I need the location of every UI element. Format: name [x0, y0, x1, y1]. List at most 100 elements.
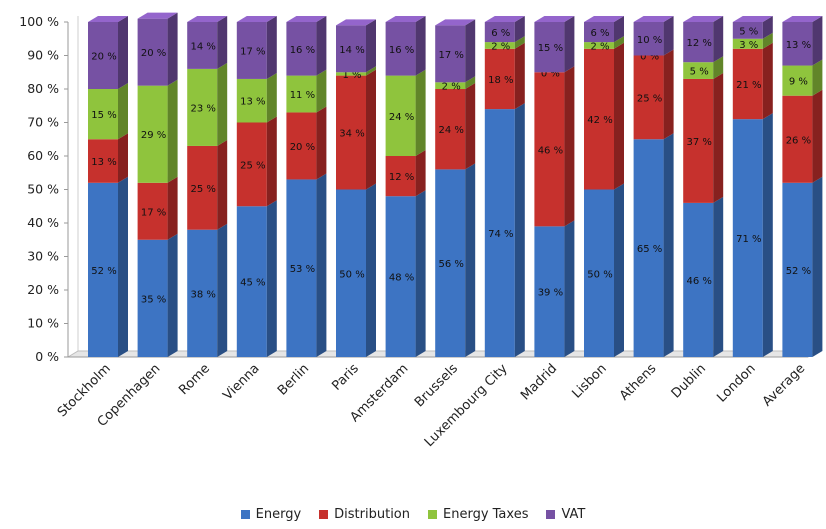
bar-vat-paris [336, 25, 366, 73]
bar-side-energy-taxes-rome [217, 62, 228, 146]
bar-vat-rome [187, 22, 218, 69]
x-tick-label-athens: Athens [617, 361, 660, 404]
y-tick-label: 70 % [27, 115, 59, 130]
bar-side-energy-taxes-brussels [465, 76, 476, 89]
bar-top-amsterdam [385, 16, 426, 22]
x-tick-label-madrid: Madrid [518, 361, 560, 403]
data-label-energy-taxes-london: 3 % [739, 40, 758, 51]
x-tick-label-vienna: Vienna [220, 361, 262, 403]
bar-side-energy-taxes-vienna [266, 72, 277, 123]
bar-side-energy-taxes-luxembourg-city [514, 36, 525, 49]
bar-energy-taxes-average [782, 65, 813, 96]
bar-side-energy-taxes-lisbon [614, 36, 624, 49]
x-tick-label-berlin: Berlin [275, 361, 312, 398]
data-label-distribution-brussels: 24 % [438, 125, 463, 136]
bar-vat-average [782, 22, 813, 66]
bar-distribution-athens [633, 55, 664, 140]
data-label-energy-paris: 50 % [339, 269, 364, 280]
bar-energy-average [782, 182, 813, 357]
bar-energy-stockholm [88, 182, 118, 357]
bar-side-energy-taxes-berlin [316, 69, 327, 113]
legend-swatch-vat [546, 510, 556, 519]
data-label-energy-amsterdam: 48 % [389, 273, 414, 284]
data-label-distribution-berlin: 20 % [290, 142, 315, 153]
legend-swatch-energy [240, 510, 250, 519]
data-label-energy-taxes-copenhagen: 29 % [141, 130, 166, 141]
bar-distribution-madrid [534, 72, 565, 227]
bar-side-distribution-berlin [316, 106, 327, 180]
bar-vat-lisbon [584, 22, 614, 43]
bar-side-distribution-amsterdam [415, 150, 426, 197]
y-tick-label: 80 % [27, 81, 59, 96]
bar-distribution-average [782, 95, 813, 183]
bar-side-distribution-athens [663, 49, 674, 140]
bar-top-dublin [683, 16, 724, 22]
data-label-vat-average: 13 % [786, 40, 811, 51]
data-label-energy-stockholm: 52 % [91, 266, 116, 277]
data-label-vat-london: 5 % [739, 26, 758, 37]
legend-item-energy-taxes: Energy Taxes [428, 507, 528, 522]
y-tick-label: 10 % [27, 316, 59, 331]
bar-distribution-rome [187, 145, 218, 230]
bar-energy-taxes-vienna [236, 78, 267, 123]
bar-side-energy-taxes-paris [366, 66, 376, 76]
bar-side-energy-luxembourg-city [514, 103, 525, 357]
data-label-energy-taxes-amsterdam: 24 % [389, 112, 414, 123]
data-label-distribution-luxembourg-city: 18 % [488, 75, 513, 86]
x-tick-label-paris: Paris [329, 361, 362, 394]
bar-energy-paris [336, 189, 366, 357]
legend-label-distribution: Distribution [334, 507, 410, 522]
bar-side-energy-taxes-average [812, 59, 823, 96]
bar-energy-taxes-paris [336, 72, 366, 76]
data-label-distribution-dublin: 37 % [686, 137, 711, 148]
bar-side-vat-lisbon [614, 16, 624, 43]
bar-distribution-paris [336, 75, 366, 190]
bar-distribution-berlin [286, 112, 317, 180]
bar-side-energy-paris [366, 183, 376, 357]
data-label-energy-taxes-vienna: 13 % [240, 97, 265, 108]
data-label-vat-luxembourg-city: 6 % [491, 28, 510, 39]
bar-side-vat-berlin [316, 16, 327, 76]
bar-side-distribution-madrid [564, 66, 575, 227]
bar-side-vat-brussels [465, 19, 476, 83]
bar-distribution-brussels [435, 89, 466, 170]
x-tick-label-dublin: Dublin [669, 361, 709, 401]
x-tick-label-luxembourg-city: Luxembourg City [422, 361, 511, 450]
bar-vat-luxembourg-city [484, 22, 515, 43]
bar-energy-brussels [435, 169, 466, 357]
data-label-vat-berlin: 16 % [290, 45, 315, 56]
bar-side-energy-taxes-amsterdam [415, 69, 426, 156]
data-label-energy-taxes-paris: 1 % [342, 70, 361, 81]
bar-side-vat-luxembourg-city [514, 16, 525, 43]
data-label-vat-lisbon: 6 % [590, 28, 609, 39]
bar-side-energy-dublin [713, 196, 724, 357]
bar-side-distribution-paris [366, 69, 376, 190]
data-label-vat-vienna: 17 % [240, 46, 265, 57]
bar-energy-taxes-copenhagen [137, 85, 168, 183]
data-label-energy-taxes-luxembourg-city: 2 % [491, 41, 510, 52]
data-label-energy-berlin: 53 % [290, 264, 315, 275]
bar-side-energy-amsterdam [415, 190, 426, 357]
data-label-distribution-amsterdam: 12 % [389, 172, 414, 183]
bar-side-vat-copenhagen [167, 12, 178, 86]
bar-side-energy-berlin [316, 173, 327, 357]
data-label-energy-taxes-dublin: 5 % [690, 67, 709, 78]
bar-energy-madrid [534, 226, 565, 357]
bar-side-vat-vienna [266, 16, 277, 79]
bar-top-vienna [236, 16, 277, 22]
legend-swatch-energy-taxes [428, 510, 437, 519]
data-label-energy-taxes-average: 9 % [789, 77, 808, 88]
bar-energy-lisbon [584, 189, 614, 357]
bar-side-vat-madrid [564, 16, 575, 73]
data-label-energy-copenhagen: 35 % [141, 294, 166, 305]
y-tick-label: 40 % [27, 215, 59, 230]
data-label-energy-taxes-berlin: 11 % [290, 90, 315, 101]
data-label-distribution-rome: 25 % [190, 184, 215, 195]
bar-vat-london [732, 22, 763, 39]
bar-energy-taxes-berlin [286, 75, 317, 113]
bar-side-distribution-average [812, 89, 823, 183]
bar-side-distribution-london [762, 42, 773, 120]
data-label-energy-dublin: 46 % [686, 276, 711, 287]
data-label-distribution-lisbon: 42 % [587, 115, 612, 126]
bar-top-rome [187, 16, 228, 22]
